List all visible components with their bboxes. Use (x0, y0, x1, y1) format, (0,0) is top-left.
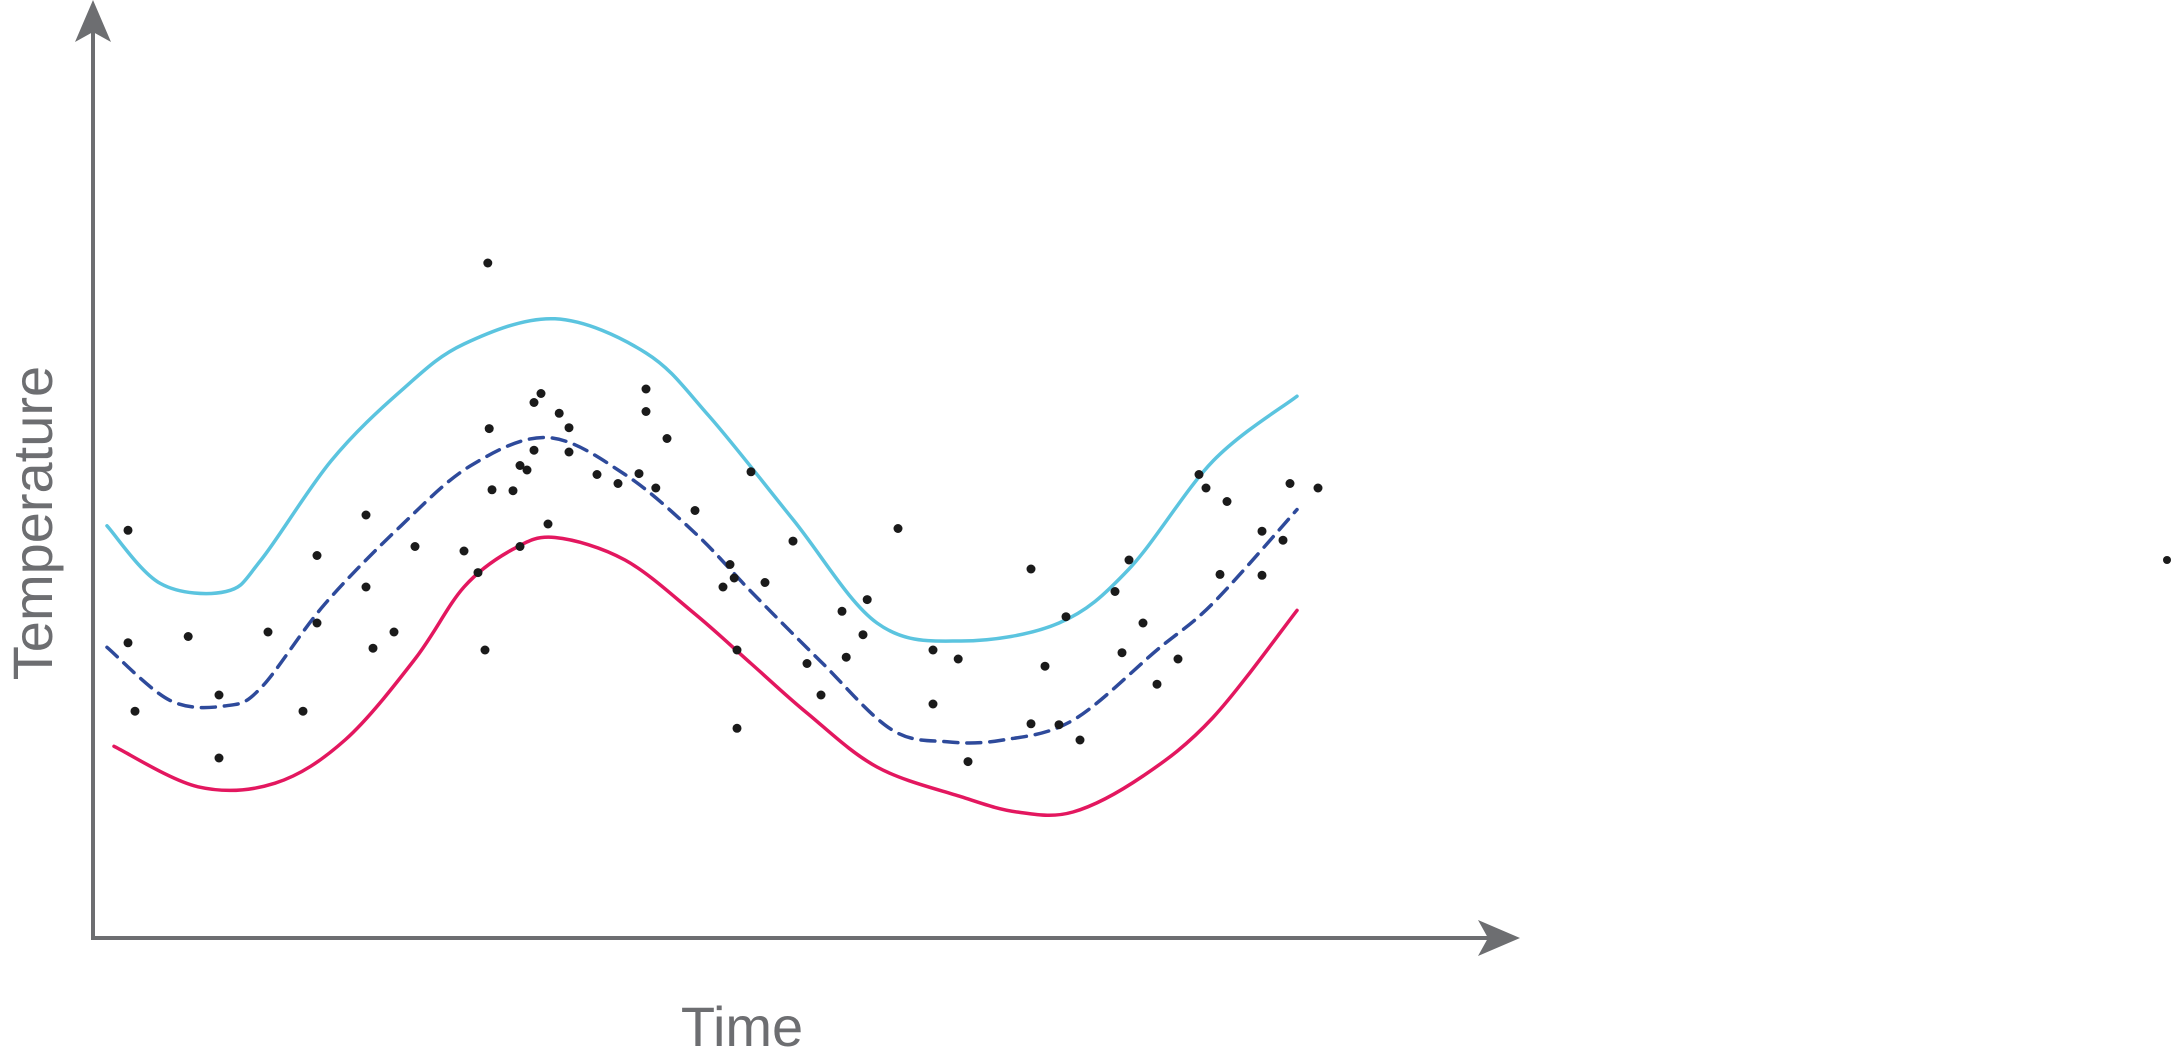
data-point (1194, 470, 1204, 479)
data-point (1173, 654, 1183, 664)
data-point (214, 753, 224, 763)
data-point (1075, 735, 1085, 745)
data-point (1278, 535, 1288, 545)
data-point (529, 445, 539, 455)
data-point (1026, 564, 1036, 574)
data-point (1138, 618, 1148, 628)
data-point (1054, 720, 1064, 730)
data-point (312, 551, 322, 560)
mean-curve (105, 435, 1299, 745)
data-point (893, 524, 903, 533)
data-point (1285, 479, 1295, 488)
data-point (564, 423, 574, 433)
data-point (480, 645, 490, 655)
data-point (746, 467, 756, 477)
data-point (484, 424, 494, 434)
data-point (928, 645, 938, 655)
data-point (725, 560, 735, 569)
data-point (841, 652, 851, 662)
data-point (1040, 661, 1050, 671)
stray-data-point (2163, 556, 2171, 564)
data-point (718, 582, 728, 592)
data-point (1152, 679, 1162, 689)
data-point (515, 461, 525, 470)
data-point (298, 706, 308, 716)
data-point (459, 546, 469, 556)
data-point (963, 757, 973, 767)
data-point (816, 690, 826, 700)
data-point (529, 398, 539, 407)
data-point (368, 643, 378, 653)
data-point (690, 506, 700, 515)
data-point (1201, 483, 1211, 493)
data-point (123, 525, 133, 535)
data-point (361, 510, 371, 520)
upper-bound-curve (105, 317, 1299, 643)
data-point (183, 632, 193, 641)
data-point (928, 699, 938, 709)
data-point (508, 486, 518, 496)
data-point (732, 645, 742, 655)
data-point (487, 485, 497, 495)
data-point (522, 465, 532, 475)
data-point (473, 568, 483, 578)
data-point (1061, 612, 1071, 622)
data-point (312, 618, 322, 628)
data-point (1110, 587, 1120, 596)
data-point (862, 595, 872, 605)
data-point (662, 434, 672, 443)
axes (75, 0, 1520, 956)
data-point (1222, 497, 1232, 506)
data-point (613, 479, 623, 488)
data-point (592, 470, 602, 479)
x-axis-label: Time (681, 995, 803, 1058)
data-point (389, 627, 399, 637)
data-point (788, 536, 798, 546)
data-point (1026, 719, 1036, 729)
data-point (641, 384, 651, 394)
data-point (263, 627, 273, 637)
data-point (361, 582, 371, 592)
data-point (1257, 570, 1267, 580)
data-point (214, 690, 224, 700)
data-point (760, 578, 770, 587)
data-point (802, 659, 812, 668)
data-point (564, 447, 574, 457)
data-point (651, 483, 661, 493)
data-point (543, 519, 553, 529)
lower-bound-curve (112, 535, 1299, 818)
data-point (732, 723, 742, 733)
data-point (1117, 648, 1127, 658)
data-point (1313, 483, 1323, 493)
data-point (858, 630, 868, 640)
data-point (1257, 526, 1267, 536)
data-point (1215, 569, 1225, 579)
data-point (130, 706, 140, 716)
data-point (837, 606, 847, 616)
y-axis-arrowhead (75, 0, 111, 42)
data-point (483, 258, 493, 268)
data-point (1124, 555, 1134, 565)
data-point (515, 542, 525, 551)
data-point (536, 389, 546, 398)
x-axis-arrowhead (1478, 920, 1520, 956)
plot-area (105, 258, 1323, 818)
y-axis-label: Temperature (1, 366, 64, 680)
data-point (729, 573, 739, 583)
data-point (641, 407, 651, 416)
data-point (410, 542, 420, 551)
data-point (554, 408, 564, 418)
data-point (634, 469, 644, 479)
data-point (123, 638, 133, 648)
data-point (953, 654, 963, 664)
